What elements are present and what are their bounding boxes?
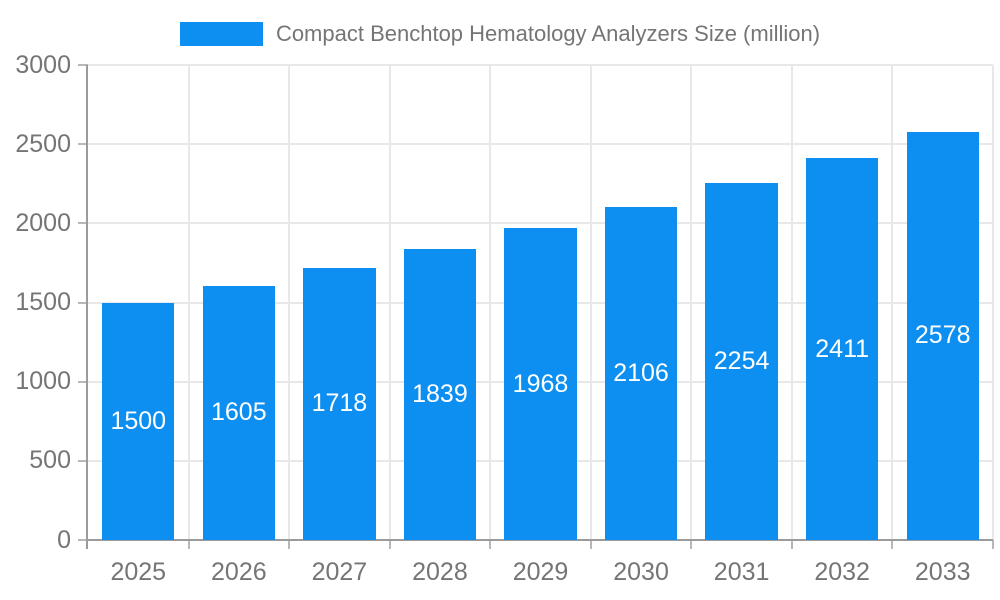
x-gridline xyxy=(288,65,291,540)
bar-2030[interactable]: 2106 xyxy=(604,206,678,540)
bar-value-label: 1605 xyxy=(211,398,267,427)
x-gridline xyxy=(489,65,492,540)
chart-legend[interactable]: Compact Benchtop Hematology Analyzers Si… xyxy=(0,21,1000,47)
x-axis-tick-label: 2030 xyxy=(613,558,669,586)
x-axis-tick-label: 2027 xyxy=(311,558,368,586)
y-axis-tick-label: 1500 xyxy=(15,288,71,316)
x-axis-tick-label: 2028 xyxy=(412,558,468,586)
x-gridline xyxy=(187,65,190,540)
legend-swatch[interactable] xyxy=(179,22,263,46)
bar-2031[interactable]: 2254 xyxy=(705,183,778,540)
x-axis-tick xyxy=(891,540,894,549)
legend-label: Compact Benchtop Hematology Analyzers Si… xyxy=(275,21,821,46)
bar-2029[interactable]: 1968 xyxy=(504,228,577,540)
y-axis-tick-label: 0 xyxy=(57,525,71,554)
bar-value-label: 2106 xyxy=(613,358,669,387)
bar-value-label: 2578 xyxy=(914,321,971,350)
y-gridline xyxy=(88,64,993,66)
x-axis-tick xyxy=(790,540,793,549)
bar-value-label: 1500 xyxy=(110,406,167,435)
y-axis-tick-label: 500 xyxy=(29,446,71,475)
y-axis-tick-label: 1000 xyxy=(15,367,71,396)
x-axis-tick xyxy=(589,540,592,549)
bar-2026[interactable]: 1605 xyxy=(202,285,276,540)
x-axis-tick xyxy=(489,540,492,549)
y-axis-tick xyxy=(78,301,88,304)
x-axis-line xyxy=(86,539,993,541)
x-axis-tick-label: 2033 xyxy=(914,558,971,586)
x-axis-tick-label: 2032 xyxy=(814,558,870,586)
bar-value-label: 2254 xyxy=(713,347,770,376)
x-gridline xyxy=(589,65,592,540)
y-axis-tick xyxy=(78,380,88,383)
x-gridline xyxy=(790,65,793,540)
y-axis-tick xyxy=(78,222,88,225)
y-gridline xyxy=(88,222,993,225)
y-gridline xyxy=(88,143,993,146)
x-axis-tick xyxy=(690,540,693,549)
x-gridline xyxy=(388,65,391,540)
y-axis-tick-label: 2000 xyxy=(15,208,71,237)
y-axis-tick-label: 2500 xyxy=(15,129,71,158)
x-axis-tick xyxy=(388,540,391,549)
y-axis-tick xyxy=(78,143,88,146)
y-axis-tick xyxy=(78,64,88,66)
x-axis-tick-label: 2025 xyxy=(110,558,167,586)
bar-2027[interactable]: 1718 xyxy=(303,267,376,540)
bar-2032[interactable]: 2411 xyxy=(805,158,879,540)
bar-2025[interactable]: 1500 xyxy=(102,302,175,540)
x-axis-tick-label: 2031 xyxy=(713,558,770,586)
bar-2028[interactable]: 1839 xyxy=(403,248,477,540)
y-axis-tick-label: 3000 xyxy=(15,50,71,79)
x-axis-tick xyxy=(187,540,190,549)
bar-value-label: 1839 xyxy=(412,379,468,408)
x-gridline xyxy=(690,65,693,540)
x-axis-tick xyxy=(992,540,994,549)
bar-value-label: 1718 xyxy=(311,389,368,418)
bar-value-label: 1968 xyxy=(512,369,569,398)
x-axis-tick-label: 2029 xyxy=(512,558,569,586)
y-axis-line xyxy=(86,65,88,549)
x-gridline xyxy=(992,65,994,540)
y-axis-tick xyxy=(78,459,88,462)
bar-value-label: 2411 xyxy=(815,334,870,363)
y-axis-tick xyxy=(78,539,88,541)
x-axis-tick xyxy=(288,540,291,549)
x-gridline xyxy=(891,65,894,540)
x-axis-tick-label: 2026 xyxy=(211,558,267,586)
bar-2033[interactable]: 2578 xyxy=(906,131,979,540)
